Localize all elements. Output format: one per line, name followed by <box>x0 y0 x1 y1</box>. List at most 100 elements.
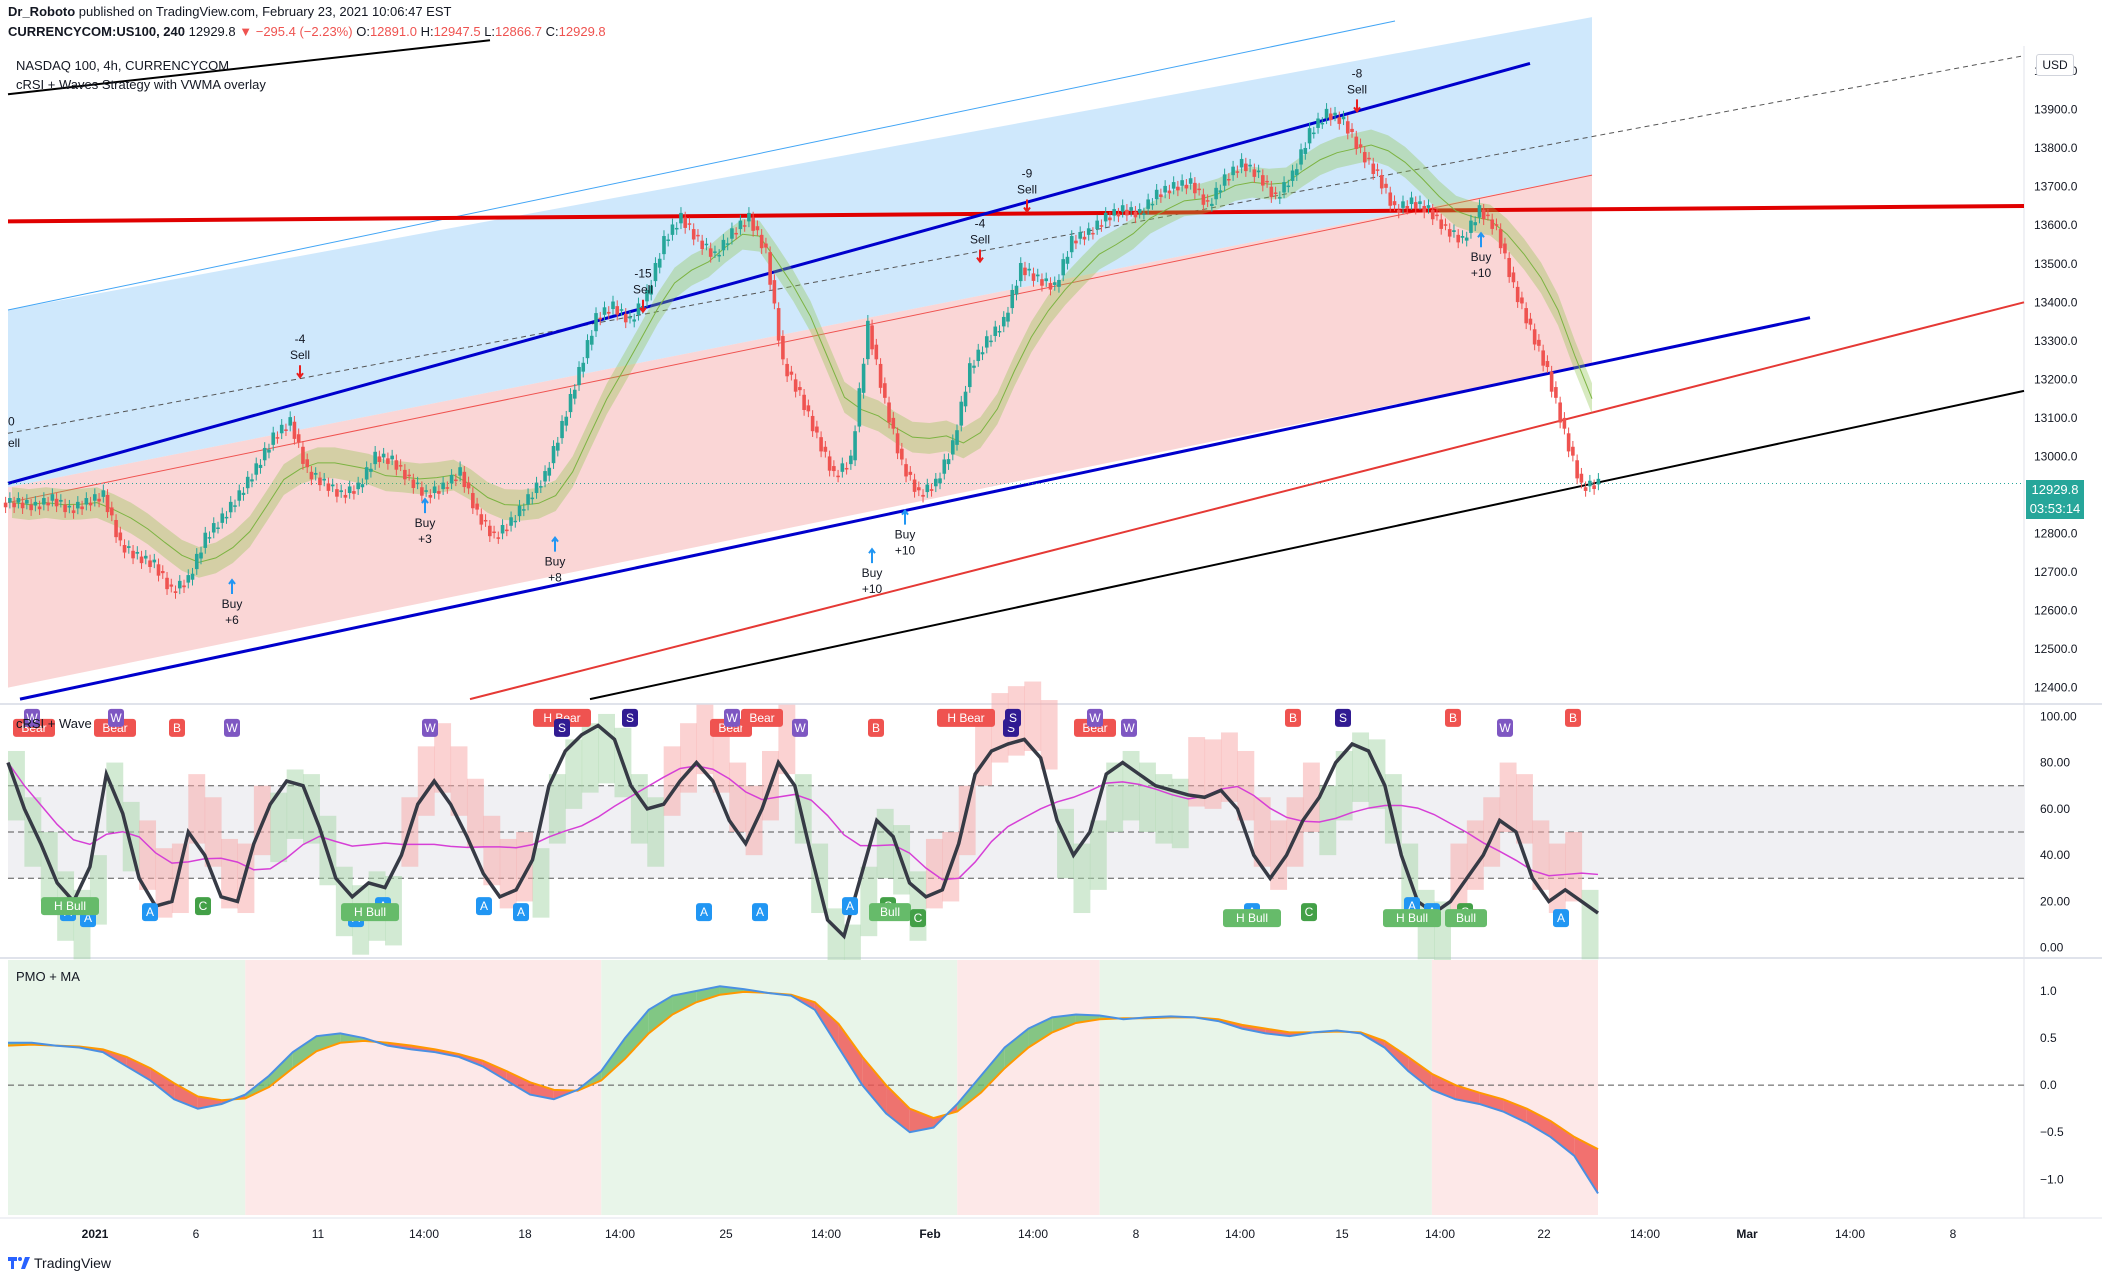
candle-body <box>1214 187 1218 200</box>
crsi-badge: H Bear <box>533 708 591 727</box>
sell-signal-value: -9 <box>1022 167 1033 181</box>
pmo-diff-fill <box>814 1002 839 1048</box>
candle-body <box>220 513 225 523</box>
crsi-badge-box <box>1074 718 1116 737</box>
candle-body <box>955 430 959 445</box>
candle-body <box>1282 182 1286 193</box>
candle-body <box>819 437 823 452</box>
candle-body <box>1188 178 1193 184</box>
candle-body <box>186 575 191 583</box>
candle-body <box>1307 128 1312 144</box>
candle-body <box>233 505 237 507</box>
candle-body <box>1345 121 1350 134</box>
candle-body <box>1524 308 1528 324</box>
crsi-regime-band <box>450 746 468 816</box>
crsi-badge-box <box>224 718 240 737</box>
candle-body <box>199 552 203 559</box>
candle-body <box>1354 136 1359 149</box>
candle-body <box>1184 184 1189 189</box>
candle-body <box>284 429 288 431</box>
candle-body <box>1010 289 1015 309</box>
crsi-regime-band <box>499 838 517 909</box>
candle-body <box>691 229 696 240</box>
low-value: 12866.7 <box>495 24 543 39</box>
crsi-badge-label: H Bull <box>354 905 386 919</box>
crsi-regime-band <box>1057 808 1074 879</box>
candle-body <box>322 478 326 481</box>
crsi-badge-box <box>1565 708 1581 727</box>
ohlc-line: CURRENCYCOM:US100, 240 12929.8 ▼ −295.4 … <box>8 24 606 39</box>
crsi-regime-band <box>1565 832 1583 902</box>
crsi-regime-band <box>1155 774 1173 844</box>
candle-body <box>1324 108 1329 119</box>
author-name[interactable]: Dr_Roboto <box>8 4 76 19</box>
candle-body <box>288 417 293 426</box>
candle-body <box>662 236 666 255</box>
candle-body <box>1082 236 1087 240</box>
buy-signal-value: +10 <box>862 582 883 596</box>
crsi-badge-label: A <box>756 905 764 919</box>
pmo-diff-fill <box>292 1036 317 1069</box>
candle-body <box>1337 117 1342 124</box>
crsi-regime-band <box>1139 762 1156 832</box>
buy-arrow-icon <box>901 508 909 525</box>
tradingview-footer[interactable]: TradingView <box>8 1255 111 1271</box>
crsi-badge-box <box>1445 909 1487 928</box>
candle-body <box>1592 485 1596 490</box>
crsi-badge-box <box>94 718 136 737</box>
crsi-badge-box <box>513 903 529 922</box>
candle-body <box>258 464 263 468</box>
candle-body <box>946 459 951 465</box>
crsi-regime-band <box>958 785 976 856</box>
published-text: published on TradingView.com, February 2… <box>78 4 452 19</box>
crsi-regime-band <box>696 704 714 775</box>
candle-body <box>810 415 815 432</box>
crsi-regime-band <box>188 774 206 844</box>
candle-body <box>3 502 8 508</box>
candle-body <box>950 440 955 455</box>
candle-body <box>844 467 849 470</box>
price-tick-label: 13400.0 <box>2034 295 2078 309</box>
crsi-badge: S <box>1335 708 1351 727</box>
candle-body <box>1430 209 1435 220</box>
crsi-badge-label: S <box>626 711 634 725</box>
sell-signal-value: -4 <box>975 217 986 231</box>
candle-body <box>1401 201 1405 208</box>
crsi-regime-band <box>1073 843 1091 914</box>
vwma-line <box>11 144 1593 563</box>
candle-body <box>292 421 297 439</box>
candle-body <box>1528 318 1533 325</box>
currency-button[interactable]: USD <box>2036 54 2074 76</box>
candle-body <box>1511 272 1516 283</box>
crsi-regime-band <box>1220 732 1238 802</box>
candle-body <box>997 330 1002 333</box>
crsi-badge: A <box>696 903 712 922</box>
candle-body <box>526 494 530 505</box>
candle-body <box>1490 219 1494 229</box>
candle-body <box>1486 214 1490 217</box>
candle-body <box>700 240 704 250</box>
candle-body <box>912 479 917 492</box>
crsi-regime-band <box>221 838 238 909</box>
candle-body <box>1290 170 1295 181</box>
candle-body <box>1205 200 1210 202</box>
time-tick-label: 25 <box>719 1227 733 1241</box>
candle-body <box>360 484 365 488</box>
symbol-name: CURRENCYCOM:US100, 240 <box>8 24 185 39</box>
crsi-badge: W <box>1087 708 1103 727</box>
crsi-badge-box <box>1383 909 1441 928</box>
candle-body <box>97 498 101 502</box>
candle-body <box>606 311 611 314</box>
candle-body <box>1311 132 1316 135</box>
sell-signal-label: Sell <box>1017 183 1037 197</box>
crsi-regime-band <box>860 866 878 937</box>
candle-body <box>1328 113 1333 121</box>
candle-body <box>432 486 437 494</box>
crsi-badge-box <box>1285 708 1301 727</box>
candle-body <box>496 537 501 539</box>
candle-body <box>878 363 883 388</box>
pmo-diff-fill <box>150 1068 175 1100</box>
candle-body <box>857 388 862 427</box>
candle-body <box>551 446 556 464</box>
